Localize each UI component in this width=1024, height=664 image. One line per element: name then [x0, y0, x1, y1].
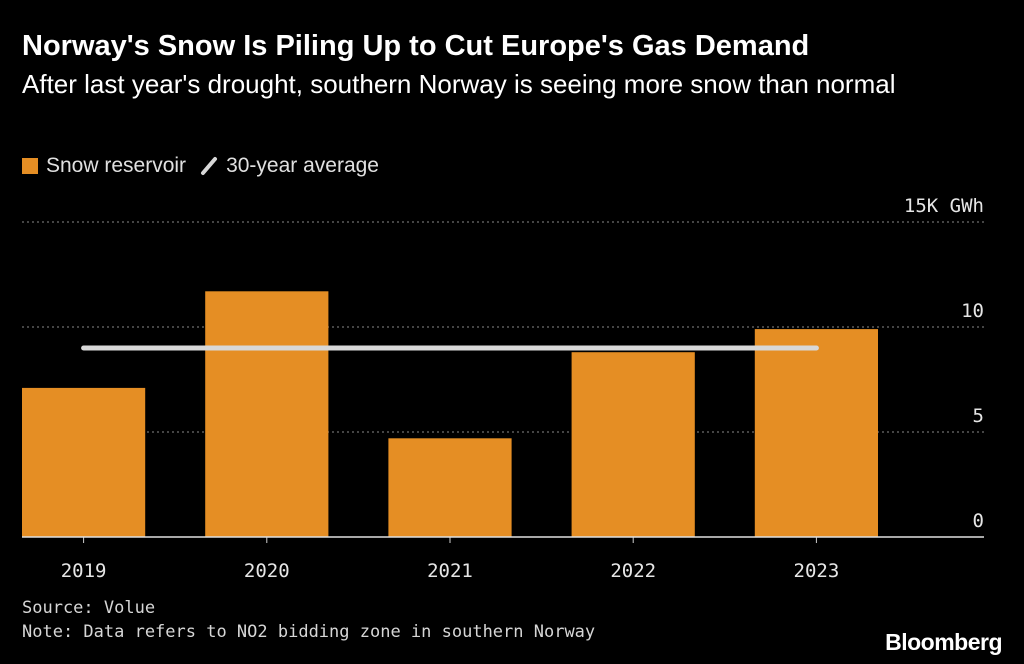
- chart-subtitle: After last year's drought, southern Norw…: [22, 69, 896, 99]
- bloomberg-logo: Bloomberg: [885, 629, 1002, 655]
- y-tick-label: 0: [973, 510, 984, 532]
- legend-item-snow-reservoir: Snow reservoir: [22, 154, 186, 178]
- bar-chart: 0 5 10 15K GWh 2019 2020 2021 2022 2023: [22, 195, 984, 582]
- x-tick-label: 2021: [427, 560, 473, 582]
- legend: Snow reservoir 30-year average: [22, 152, 393, 180]
- bars: [22, 291, 878, 537]
- source-note: Source: Volue: [22, 598, 156, 618]
- x-tick-label: 2022: [610, 560, 656, 582]
- legend-item-30-year-average: 30-year average: [200, 154, 379, 178]
- legend-label-snow-reservoir: Snow reservoir: [46, 154, 187, 177]
- x-tick-label: 2020: [244, 560, 290, 582]
- average-line-icon: [201, 157, 218, 175]
- y-tick-label: 15K GWh: [904, 195, 984, 217]
- bar-2023: [754, 329, 878, 537]
- x-tick-label: 2023: [794, 560, 840, 582]
- legend-label-30-year-average: 30-year average: [226, 154, 379, 177]
- chart-title: Norway's Snow Is Piling Up to Cut Europe…: [22, 30, 810, 62]
- y-tick-label: 5: [973, 405, 984, 427]
- data-note: Note: Data refers to NO2 bidding zone in…: [22, 622, 596, 642]
- bar-2022: [571, 352, 695, 537]
- y-tick-label: 10: [961, 300, 984, 322]
- bar-2021: [388, 438, 512, 537]
- bar-2019: [22, 387, 146, 537]
- x-tick-label: 2019: [61, 560, 107, 582]
- axes: 0 5 10 15K GWh 2019 2020 2021 2022 2023: [22, 195, 984, 582]
- snow-reservoir-swatch-icon: [22, 158, 38, 174]
- bar-2020: [205, 291, 329, 537]
